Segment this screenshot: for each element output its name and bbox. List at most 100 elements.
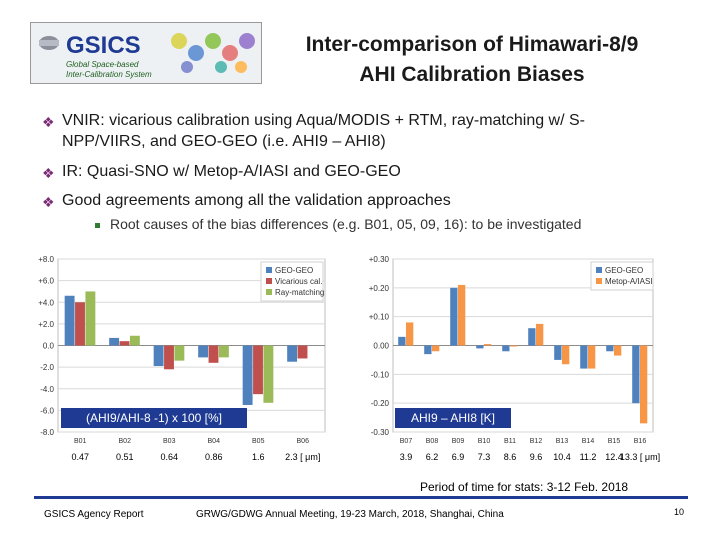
bar-b10-series-2 [484, 344, 492, 346]
annotation-box [395, 408, 511, 428]
bullet-text-cont: NPP/VIIRS, and GEO-GEO (i.e. AHI9 – AHI8… [62, 133, 386, 150]
x-tick-label: B16 [634, 438, 647, 445]
bar-b09-series-1 [450, 287, 458, 346]
bar-b14-series-1 [580, 345, 588, 369]
x-tick-label: B12 [530, 438, 543, 445]
x-tick-label: B14 [582, 438, 595, 445]
wavelength-label: 0.64 [160, 452, 178, 462]
annotation-box [61, 408, 247, 428]
bar-b03-series-3 [174, 345, 185, 361]
legend-label: Ray-matching [275, 288, 324, 297]
y-tick-label: -0.10 [371, 370, 390, 379]
bar-b13-series-1 [554, 345, 562, 360]
bar-b04-series-1 [198, 345, 209, 358]
bar-b07-series-2 [406, 322, 414, 346]
bar-b13-series-2 [562, 345, 570, 365]
partner-logos [171, 33, 255, 73]
bar-b11-series-2 [510, 345, 518, 347]
y-tick-label: -2.0 [40, 363, 54, 372]
wavelength-label: 12.4 [605, 452, 623, 462]
bar-b06-series-2 [297, 345, 308, 359]
gsics-logo: GSICS Global Space-based Inter-Calibrati… [30, 22, 262, 84]
y-tick-label: +0.20 [369, 284, 390, 293]
y-tick-label: -8.0 [40, 428, 54, 437]
x-tick-label: B15 [608, 438, 621, 445]
x-tick-label: B06 [297, 438, 310, 445]
logo-line1: Global Space-based [66, 60, 139, 69]
wavelength-label: 2.3 [ μm] [285, 452, 320, 462]
legend-swatch [596, 278, 602, 284]
wavelength-label: 3.9 [400, 452, 413, 462]
wavelength-label: 11.2 [580, 452, 597, 462]
bullet-vnir: ❖ VNIR: vicarious calibration using Aqua… [42, 110, 585, 152]
x-tick-label: B04 [208, 438, 221, 445]
legend-label: GEO-GEO [275, 266, 313, 275]
y-tick-label: -6.0 [40, 406, 54, 415]
y-tick-label: +0.30 [369, 255, 390, 264]
bullet-text: IR: Quasi-SNO w/ Metop-A/IASI and GEO-GE… [62, 163, 401, 180]
sub-bullet-text: Root causes of the bias differences (e.g… [110, 216, 582, 232]
bar-b05-series-1 [242, 345, 253, 405]
bar-b02-series-1 [109, 337, 120, 346]
diamond-bullet-icon: ❖ [42, 194, 55, 210]
bar-b03-series-2 [164, 345, 174, 370]
diamond-bullet-icon: ❖ [42, 165, 55, 181]
bar-b07-series-1 [398, 336, 406, 346]
bullet-text: VNIR: vicarious calibration using Aqua/M… [62, 112, 585, 129]
bar-b04-series-2 [208, 345, 219, 363]
footer-left: GSICS Agency Report [44, 509, 144, 520]
square-bullet-icon [95, 222, 100, 228]
y-tick-label: +4.0 [38, 298, 54, 307]
bar-b02-series-2 [119, 341, 130, 346]
x-tick-label: B07 [400, 438, 413, 445]
bullet-text: Good agreements among all the validation… [62, 192, 451, 209]
legend-swatch [596, 267, 602, 273]
y-tick-label: +8.0 [38, 255, 54, 264]
x-tick-label: B08 [426, 438, 439, 445]
x-tick-label: B10 [478, 438, 491, 445]
y-tick-label: +2.0 [38, 320, 54, 329]
page-number: 10 [674, 507, 685, 517]
bar-b12-series-1 [528, 328, 536, 346]
y-tick-label: +0.10 [369, 313, 390, 322]
slide-title: Inter-comparison of Himawari-8/9 AHI Cal… [272, 30, 672, 90]
bar-b01-series-1 [64, 295, 75, 346]
bar-b12-series-2 [536, 323, 544, 346]
annotation-text: (AHI9/AHI-8 -1) x 100 [%] [86, 411, 222, 425]
bullet-ir: ❖ IR: Quasi-SNO w/ Metop-A/IASI and GEO-… [42, 161, 401, 182]
bar-b15-series-2 [614, 345, 622, 356]
x-tick-label: B13 [556, 438, 569, 445]
legend-label: Vicarious cal. [275, 277, 322, 286]
vnir-bias-chart: +8.0 +6.0 +4.0 +2.0 0.0 -2.0 -4.0 -6.0 -8.0 B01 0.… [38, 255, 326, 462]
footer-divider [34, 496, 688, 499]
bar-b04-series-3 [218, 345, 229, 358]
wavelength-label: 13.3 [ μm] [620, 452, 660, 462]
footer-center: GRWG/GDWG Annual Meeting, 19-23 March, 2… [196, 509, 504, 520]
x-tick-label: B03 [163, 438, 176, 445]
period-note: Period of time for stats: 3-12 Feb. 2018 [420, 480, 629, 494]
bar-b05-series-3 [263, 345, 274, 403]
legend-label: GEO-GEO [605, 266, 643, 275]
wavelength-label: 6.2 [426, 452, 439, 462]
wavelength-label: 7.3 [478, 452, 491, 462]
x-tick-label: B09 [452, 438, 465, 445]
wavelength-label: 6.9 [452, 452, 465, 462]
x-tick-label: B02 [119, 438, 132, 445]
legend-swatch [266, 267, 272, 273]
logo-main-text: GSICS [66, 32, 141, 59]
bar-b01-series-2 [75, 302, 85, 346]
bar-b05-series-2 [253, 345, 263, 395]
bar-b06-series-1 [287, 345, 298, 362]
x-tick-label: B11 [504, 438, 516, 445]
diamond-bullet-icon: ❖ [42, 114, 55, 130]
logo-line2: Inter-Calibration System [66, 70, 152, 79]
bar-b14-series-2 [588, 345, 596, 369]
annotation-text: AHI9 – AHI8 [K] [411, 411, 495, 425]
y-tick-label: -0.30 [371, 428, 390, 437]
y-tick-label: -0.20 [371, 399, 390, 408]
bar-b02-series-3 [129, 335, 140, 346]
y-tick-label: 0.0 [43, 342, 55, 351]
x-tick-label: B01 [74, 438, 87, 445]
bar-b11-series-1 [502, 345, 510, 352]
ir-bias-chart: +0.30 +0.20 +0.10 0.00 -0.10 -0.20 -0.30 B07 3.9… [369, 255, 660, 462]
